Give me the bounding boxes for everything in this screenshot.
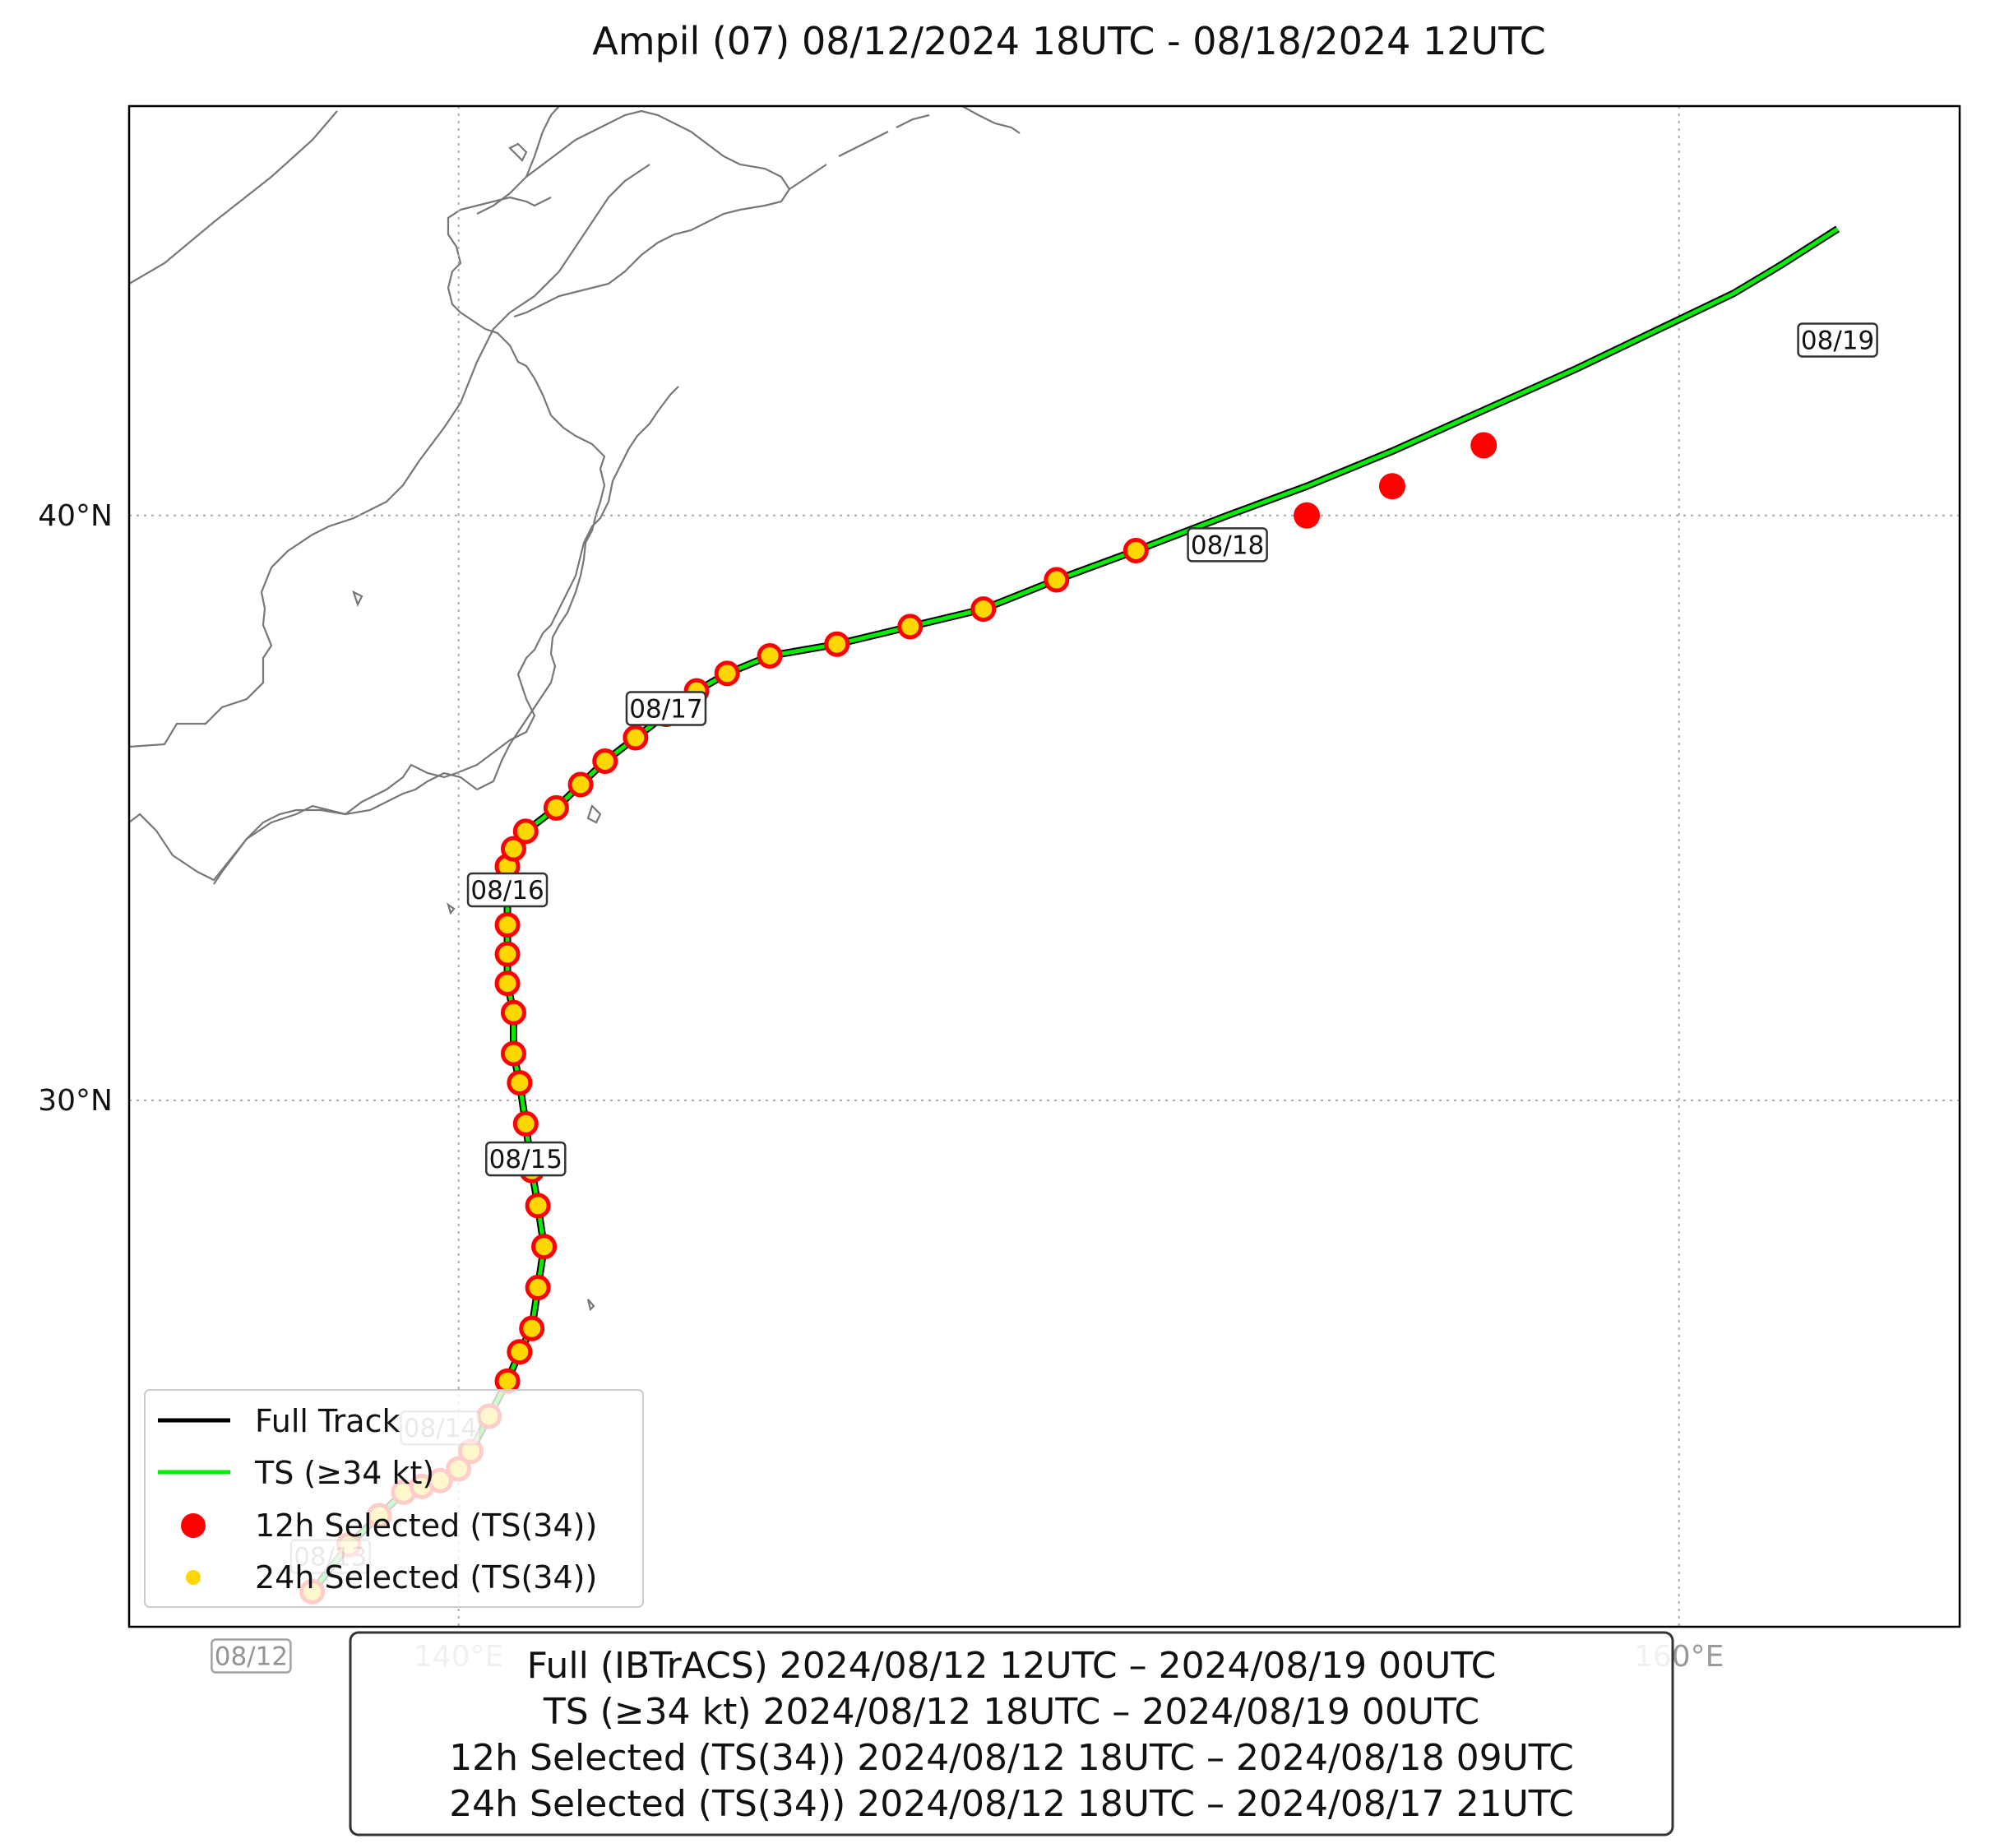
storm-track [309,225,1840,1595]
coast-hokkaido [476,109,791,318]
date-label-text: 08/17 [629,694,702,724]
lat-lon-grid [129,106,1960,1627]
coast-korea-south [129,763,457,882]
coast-kamchatka [961,106,1021,134]
coast-hokkaido-north [525,106,560,178]
coast-island-1 [586,804,602,824]
selected-24h-point [507,1070,533,1096]
coast-korea [129,164,650,748]
summary-line-24h: 24h Selected (TS(34)) 2024/08/12 18UTC –… [449,1783,1574,1825]
selected-24h-point [543,794,569,821]
selected-12h-point [1378,473,1405,500]
date-label-box [625,691,707,726]
selected-24h-point [623,725,649,751]
full-track-line [309,225,1840,1595]
date-label-text: 08/19 [1801,326,1874,355]
summary-line-full: Full (IBTrACS) 2024/08/12 12UTC – 2024/0… [527,1645,1497,1687]
coast-honshu-east [476,415,606,790]
date-label: 08/16 [466,872,549,908]
coast-honshu-west [456,386,679,775]
coast-island-4 [352,590,363,607]
lat-tick-label: 30°N [38,1084,113,1118]
date-label-text: 08/18 [1191,530,1264,560]
coast-kurils-1 [789,164,827,190]
selected-24h-point [897,614,923,640]
selected-24h-point [525,1193,551,1219]
date-label-text: 08/12 [215,1642,288,1672]
legend-box [144,1389,644,1608]
selected-24h-point [824,631,850,657]
legend-24h-swatch [186,1570,201,1585]
selected-24h-point [500,999,526,1026]
coast-island-3 [586,1299,595,1312]
date-label: 08/19 [1797,322,1878,358]
selected-24h-point [494,941,521,967]
selected-24h-point [494,1368,521,1394]
coast-island-2 [447,902,456,915]
summary-frame [349,1631,1674,1836]
date-label: 08/12 [211,1638,292,1674]
selected-12h-point [1470,432,1497,459]
coast-kurils-2 [838,131,889,157]
date-label-box [211,1638,292,1674]
selected-24h-point [592,748,618,774]
coast-island-sakhalin [508,142,528,162]
legend-24h-label: 24h Selected (TS(34)) [255,1559,597,1596]
summary-box: Full (IBTrACS) 2024/08/12 12UTC – 2024/0… [349,1631,1674,1836]
selected-24h-point [507,1339,533,1365]
legend: Full Track TS (≥34 kt) 12h Selected (TS(… [144,1389,644,1608]
date-label: 08/15 [485,1141,567,1177]
summary-line-12h: 12h Selected (TS(34)) 2024/08/12 18UTC –… [449,1737,1574,1779]
selected-24h-point [757,642,783,669]
coast-kyushu [213,771,478,885]
coast-kurils-3 [896,113,930,128]
date-label-box [1797,322,1878,358]
legend-full-track-label: Full Track [255,1403,400,1439]
selected-24h-point [512,818,539,845]
date-label-box [466,872,549,908]
legend-12h-swatch [181,1513,206,1538]
selected-24h-point [531,1234,558,1260]
ts-track-line [310,227,1839,1593]
legend-12h-label: 12h Selected (TS(34)) [255,1508,597,1544]
date-label-box [1187,527,1268,563]
coast-mainland [129,110,338,285]
selected-24h-point [970,596,997,623]
summary-line-ts: TS (≥34 kt) 2024/08/12 18UTC – 2024/08/1… [543,1691,1479,1733]
selected-24h-point [1044,567,1070,593]
legend-ts-label: TS (≥34 kt) [254,1455,434,1491]
selected-24h-point [512,1110,539,1137]
selected-24h-point [500,1040,526,1067]
date-label-text: 08/16 [470,876,544,905]
lat-tick-label: 40°N [38,499,113,533]
date-label: 08/18 [1187,527,1268,563]
selected-24h-point [567,771,594,798]
selected-24h-point [1123,537,1149,563]
date-label: 08/17 [625,691,707,726]
date-label-text: 08/15 [489,1145,562,1174]
figure-title: Ampil (07) 08/12/2024 18UTC - 08/18/2024… [592,19,1546,63]
selected-24h-point [500,836,526,862]
date-label-box [485,1141,567,1177]
plot-frame [127,104,1961,1628]
selected-24h-point [525,1275,551,1301]
selected-24h-point [714,660,740,687]
selected-24h-point [494,970,521,997]
selected-24h-point [494,912,521,938]
coastline [129,106,1021,1312]
selected-24h-point [519,1315,545,1341]
coast-tohoku [447,196,553,416]
selected-12h-point [1294,502,1321,529]
